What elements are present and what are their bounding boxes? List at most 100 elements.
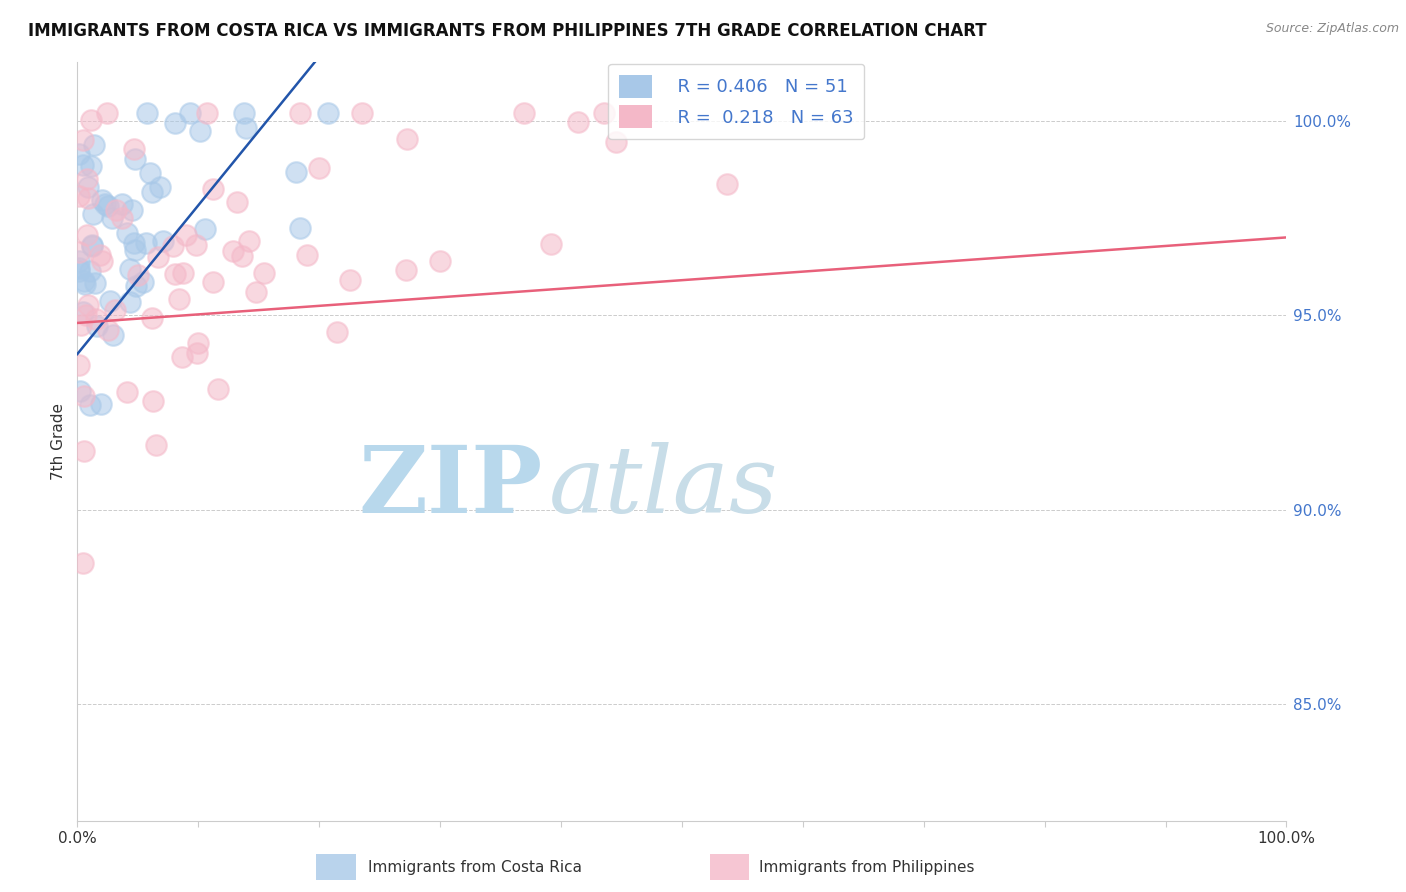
Point xyxy=(316,106,339,120)
Point xyxy=(82,239,104,253)
Point xyxy=(72,158,94,172)
Point xyxy=(111,197,134,211)
Point xyxy=(124,153,146,167)
Point xyxy=(145,438,167,452)
Point xyxy=(98,293,121,308)
Point xyxy=(202,275,225,289)
Point xyxy=(73,277,96,291)
Point xyxy=(136,106,159,120)
Point xyxy=(131,275,153,289)
Point xyxy=(69,384,91,398)
Point xyxy=(91,254,114,268)
Point xyxy=(72,133,94,147)
Point xyxy=(72,305,94,319)
Point xyxy=(186,345,208,359)
Point xyxy=(245,285,267,299)
Point xyxy=(162,239,184,253)
Text: atlas: atlas xyxy=(548,442,779,532)
Point xyxy=(194,221,217,235)
Point xyxy=(233,106,256,120)
Point xyxy=(91,193,114,207)
Point xyxy=(101,211,124,226)
Point xyxy=(567,115,589,129)
Point xyxy=(83,138,105,153)
Point xyxy=(290,106,312,120)
Point xyxy=(115,384,138,399)
Point xyxy=(284,165,307,179)
Point xyxy=(396,132,419,146)
Point xyxy=(76,228,98,243)
Text: IMMIGRANTS FROM COSTA RICA VS IMMIGRANTS FROM PHILIPPINES 7TH GRADE CORRELATION : IMMIGRANTS FROM COSTA RICA VS IMMIGRANTS… xyxy=(28,22,987,40)
Point xyxy=(97,323,120,337)
Point xyxy=(593,106,616,120)
Point xyxy=(141,311,163,326)
Point xyxy=(76,171,98,186)
Point xyxy=(86,319,108,334)
Point xyxy=(96,106,118,120)
Text: Immigrants from Philippines: Immigrants from Philippines xyxy=(759,860,974,874)
Point xyxy=(79,264,101,278)
Point xyxy=(67,189,90,203)
Point xyxy=(513,106,536,120)
Point xyxy=(152,234,174,248)
Point xyxy=(103,303,125,318)
Point xyxy=(221,244,243,259)
Point xyxy=(124,278,146,293)
Point xyxy=(149,180,172,194)
Text: Source: ZipAtlas.com: Source: ZipAtlas.com xyxy=(1265,22,1399,36)
Point xyxy=(82,237,104,252)
Point xyxy=(67,264,90,278)
Point xyxy=(115,227,138,241)
Point xyxy=(82,207,104,221)
Point xyxy=(77,298,100,312)
Point xyxy=(540,237,562,252)
Point xyxy=(80,113,103,128)
Point xyxy=(231,249,253,263)
Point xyxy=(326,325,349,339)
Point xyxy=(141,185,163,199)
Text: Immigrants from Costa Rica: Immigrants from Costa Rica xyxy=(368,860,582,874)
Point xyxy=(429,253,451,268)
Point xyxy=(174,227,197,242)
Point xyxy=(76,179,98,194)
Point xyxy=(201,182,224,196)
Point xyxy=(104,202,127,217)
Point xyxy=(118,262,141,277)
Point xyxy=(124,243,146,257)
Point xyxy=(207,382,229,396)
Point xyxy=(89,247,111,261)
Point xyxy=(72,556,94,570)
Point xyxy=(395,263,418,277)
Point xyxy=(142,394,165,409)
Point xyxy=(73,274,96,288)
Point xyxy=(352,106,374,120)
Point xyxy=(716,178,738,192)
Point xyxy=(605,135,627,149)
Point xyxy=(96,199,118,213)
Point xyxy=(67,244,90,259)
Point xyxy=(77,191,100,205)
Point xyxy=(79,398,101,412)
Point xyxy=(188,124,211,138)
Point xyxy=(235,120,257,135)
Point xyxy=(67,254,90,268)
Point xyxy=(179,106,201,120)
Legend:   R = 0.406   N = 51,   R =  0.218   N = 63: R = 0.406 N = 51, R = 0.218 N = 63 xyxy=(609,64,865,139)
Point xyxy=(90,397,112,411)
Point xyxy=(75,309,97,323)
Point xyxy=(295,248,318,262)
Point xyxy=(165,267,187,281)
Point xyxy=(124,142,146,156)
Point xyxy=(146,250,169,264)
Point xyxy=(238,235,260,249)
Point xyxy=(226,194,249,209)
Point xyxy=(67,359,90,373)
Point xyxy=(111,211,134,226)
Point xyxy=(83,276,105,290)
Point xyxy=(195,106,218,120)
Point xyxy=(121,203,143,218)
Point xyxy=(70,318,93,332)
Point xyxy=(73,444,96,458)
Point xyxy=(163,116,186,130)
Point xyxy=(84,312,107,326)
